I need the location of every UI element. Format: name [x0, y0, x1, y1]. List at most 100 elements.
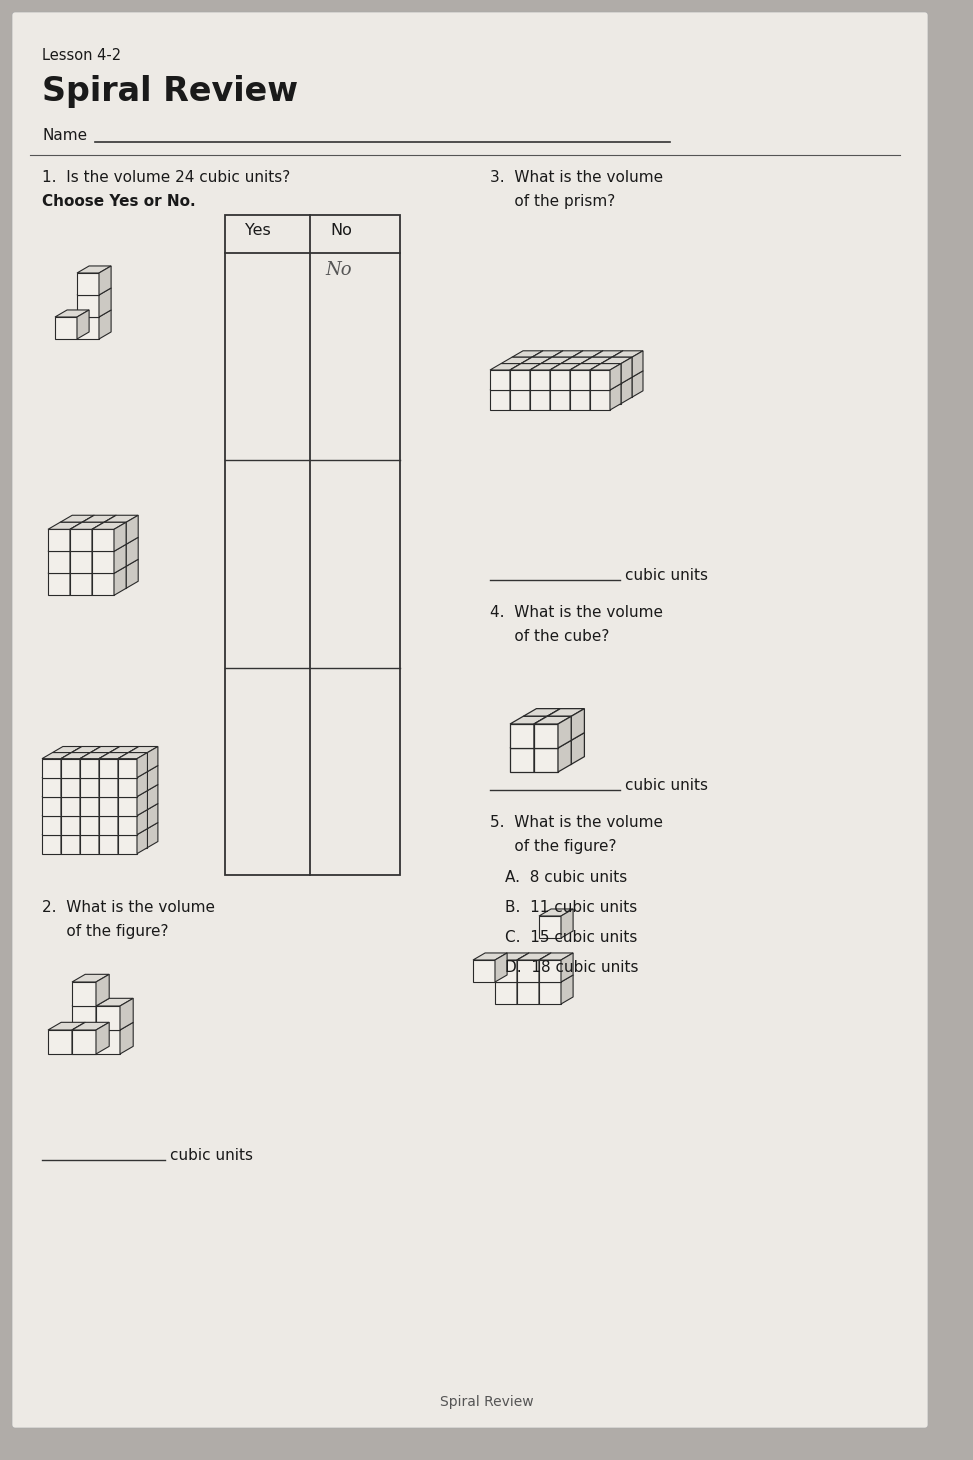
Polygon shape	[601, 364, 621, 384]
Polygon shape	[510, 384, 521, 410]
Polygon shape	[42, 810, 71, 816]
Polygon shape	[521, 377, 552, 384]
Polygon shape	[621, 358, 632, 384]
Polygon shape	[510, 364, 521, 390]
Polygon shape	[104, 515, 138, 523]
Polygon shape	[71, 765, 101, 771]
Polygon shape	[532, 371, 543, 397]
Polygon shape	[60, 566, 82, 588]
Polygon shape	[90, 784, 120, 790]
Polygon shape	[72, 974, 109, 983]
Polygon shape	[552, 371, 563, 397]
Polygon shape	[99, 810, 128, 816]
Polygon shape	[128, 746, 139, 771]
Polygon shape	[71, 784, 101, 790]
Polygon shape	[99, 797, 118, 816]
Text: No: No	[325, 261, 351, 279]
Polygon shape	[550, 369, 570, 390]
Polygon shape	[561, 975, 573, 1004]
Polygon shape	[114, 545, 126, 574]
Polygon shape	[90, 822, 101, 848]
Polygon shape	[118, 829, 148, 835]
Text: cubic units: cubic units	[625, 568, 708, 583]
Polygon shape	[541, 384, 561, 403]
Polygon shape	[592, 350, 603, 377]
Polygon shape	[547, 708, 560, 740]
Polygon shape	[53, 765, 82, 771]
Polygon shape	[92, 574, 114, 596]
Polygon shape	[128, 752, 148, 771]
Polygon shape	[550, 364, 581, 369]
Polygon shape	[510, 724, 534, 748]
Polygon shape	[581, 358, 592, 384]
Polygon shape	[104, 537, 138, 545]
Polygon shape	[90, 803, 120, 810]
Text: C.  15 cubic units: C. 15 cubic units	[505, 930, 637, 945]
Polygon shape	[92, 523, 104, 552]
Polygon shape	[77, 310, 90, 339]
Polygon shape	[541, 358, 552, 384]
Polygon shape	[118, 829, 128, 854]
Polygon shape	[530, 384, 561, 390]
Polygon shape	[61, 810, 71, 835]
Polygon shape	[126, 559, 138, 588]
Polygon shape	[70, 530, 92, 552]
Polygon shape	[82, 515, 94, 545]
Polygon shape	[512, 350, 543, 358]
Polygon shape	[552, 350, 583, 358]
Polygon shape	[590, 390, 610, 410]
Polygon shape	[99, 771, 109, 797]
Polygon shape	[42, 816, 61, 835]
Polygon shape	[71, 790, 90, 810]
Polygon shape	[521, 384, 541, 403]
Polygon shape	[612, 350, 643, 358]
Polygon shape	[77, 310, 111, 317]
Text: cubic units: cubic units	[170, 1148, 253, 1164]
Polygon shape	[82, 559, 94, 588]
Polygon shape	[96, 1006, 120, 1029]
Polygon shape	[612, 371, 623, 397]
Polygon shape	[495, 953, 507, 983]
Polygon shape	[61, 771, 71, 797]
Polygon shape	[601, 377, 632, 384]
Polygon shape	[610, 364, 621, 390]
Polygon shape	[590, 384, 601, 410]
Polygon shape	[541, 377, 572, 384]
Polygon shape	[128, 746, 158, 752]
Polygon shape	[90, 746, 120, 752]
Polygon shape	[99, 752, 109, 778]
Polygon shape	[90, 765, 120, 771]
Polygon shape	[99, 810, 109, 835]
Text: Choose Yes or No.: Choose Yes or No.	[42, 194, 196, 209]
Polygon shape	[530, 364, 561, 369]
Polygon shape	[71, 746, 101, 752]
Polygon shape	[550, 384, 561, 410]
Polygon shape	[53, 790, 71, 810]
Polygon shape	[128, 790, 148, 810]
Polygon shape	[70, 566, 104, 574]
Polygon shape	[72, 1029, 96, 1054]
Polygon shape	[128, 829, 148, 848]
Polygon shape	[60, 523, 82, 545]
Polygon shape	[601, 377, 612, 403]
Polygon shape	[510, 717, 547, 724]
Polygon shape	[96, 1029, 120, 1054]
Polygon shape	[109, 752, 128, 771]
Polygon shape	[558, 717, 571, 748]
Polygon shape	[501, 358, 532, 364]
Polygon shape	[126, 537, 138, 566]
Polygon shape	[490, 364, 521, 369]
Polygon shape	[82, 566, 104, 588]
Polygon shape	[104, 545, 126, 566]
Polygon shape	[80, 810, 109, 816]
Polygon shape	[473, 953, 507, 961]
Polygon shape	[539, 910, 573, 915]
Polygon shape	[561, 384, 581, 403]
Polygon shape	[572, 350, 583, 377]
Polygon shape	[612, 350, 623, 377]
Polygon shape	[99, 266, 111, 295]
Polygon shape	[109, 803, 120, 829]
Polygon shape	[99, 816, 118, 835]
Polygon shape	[532, 377, 552, 397]
Polygon shape	[109, 784, 139, 790]
